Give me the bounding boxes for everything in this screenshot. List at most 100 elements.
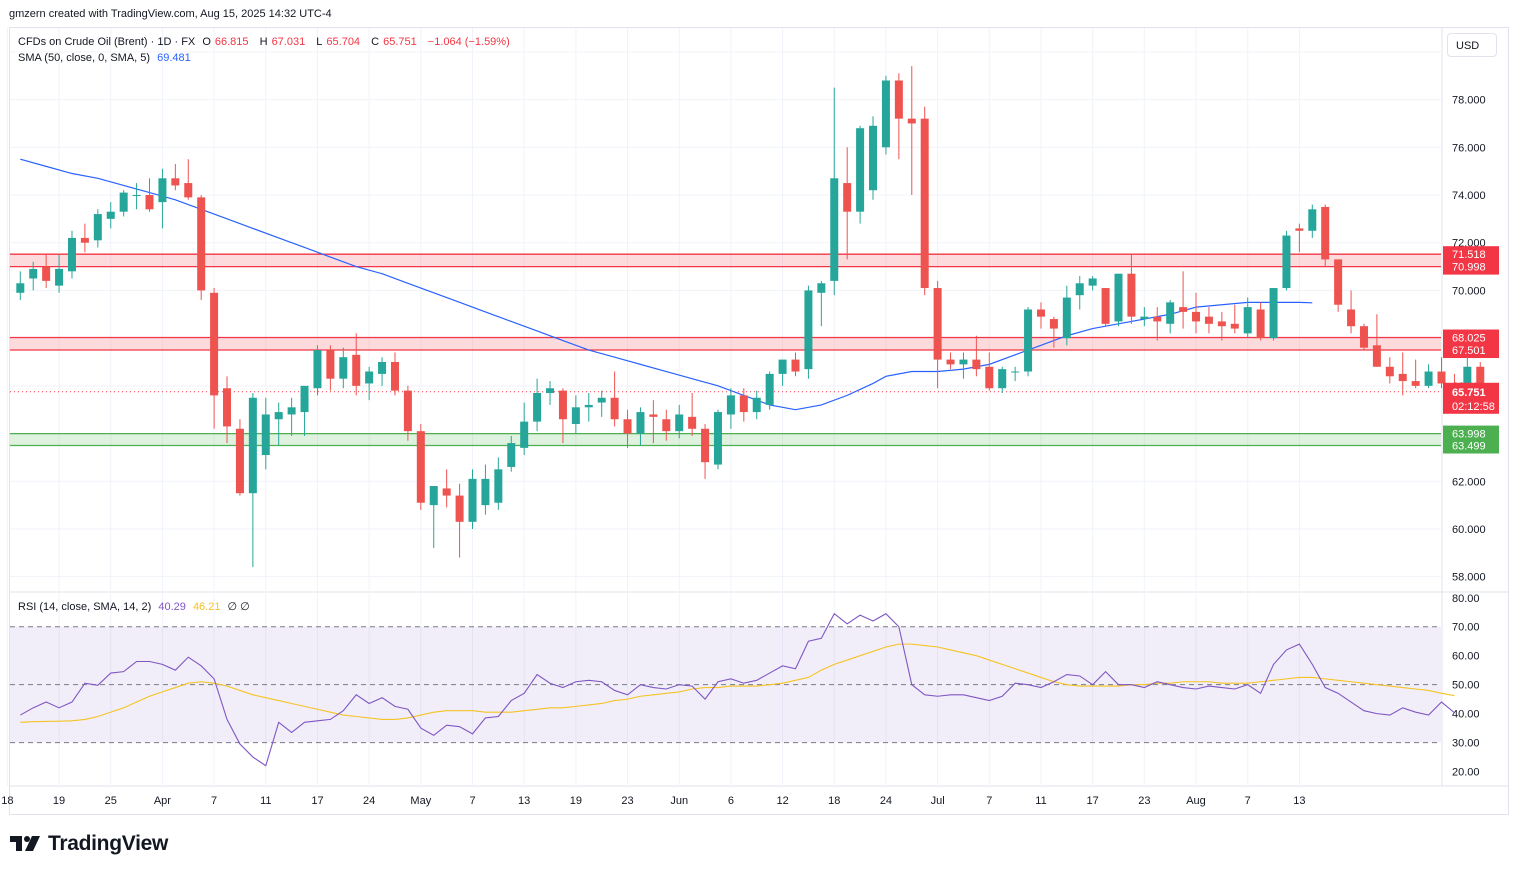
- change-value: −1.064 (−1.59%): [427, 36, 510, 48]
- candle: [235, 419, 244, 496]
- candle-body: [881, 80, 890, 148]
- candle: [67, 230, 76, 279]
- candle-body: [610, 397, 619, 420]
- candle: [610, 371, 619, 427]
- candle-body: [804, 290, 813, 370]
- candle: [662, 409, 671, 441]
- candle: [1347, 290, 1356, 334]
- candle: [1424, 364, 1433, 389]
- candle: [1243, 297, 1252, 339]
- candle-body: [1411, 381, 1420, 386]
- candle-body: [920, 118, 929, 289]
- candle-body: [223, 388, 232, 427]
- candle: [1385, 357, 1394, 384]
- rsi-label: RSI (14, close, SMA, 14, 2): [18, 601, 152, 613]
- candle-body: [1036, 309, 1045, 317]
- candle-body: [145, 194, 154, 210]
- candle: [403, 385, 412, 441]
- candle-body: [778, 359, 787, 374]
- sma-legend: SMA (50, close, 0, SMA, 5) 69.481: [18, 52, 195, 64]
- candle-body: [235, 428, 244, 494]
- zone-price-label: 71.518: [1452, 249, 1486, 261]
- price-legend: CFDs on Crude Oil (Brent) · 1D · FX O 66.…: [18, 36, 514, 48]
- candle-body: [1101, 288, 1110, 324]
- price-tick-label: 78.000: [1452, 95, 1486, 107]
- candle: [378, 357, 387, 386]
- time-tick-label: 13: [1293, 795, 1305, 807]
- candle: [29, 261, 38, 291]
- tradingview-brand[interactable]: TradingView: [10, 832, 168, 856]
- candle: [352, 333, 361, 396]
- candle-body: [80, 237, 89, 243]
- candle: [1166, 299, 1175, 334]
- time-tick-label: 6: [728, 795, 734, 807]
- time-tick-label: 11: [1035, 795, 1046, 807]
- time-tick-label: Apr: [154, 795, 171, 807]
- tradingview-logo-icon: [10, 836, 40, 851]
- time-tick-label: 17: [311, 795, 323, 807]
- sma-value: 69.481: [157, 52, 191, 64]
- candle-body: [1217, 321, 1226, 327]
- close-label: C: [371, 36, 380, 48]
- candle: [1204, 307, 1213, 334]
- candle: [16, 271, 25, 300]
- candle-body: [688, 416, 697, 429]
- candle-body: [1088, 278, 1097, 286]
- candle: [1024, 307, 1033, 377]
- price-tick-label: 58.000: [1452, 572, 1486, 584]
- zone-resistance-upper: [10, 254, 1441, 267]
- time-tick-label: 19: [570, 795, 582, 807]
- candle-body: [1024, 309, 1033, 372]
- time-tick-label: 7: [469, 795, 475, 807]
- candle: [93, 209, 102, 248]
- candle: [313, 345, 322, 396]
- candle: [752, 390, 761, 420]
- chart-frame: [9, 27, 1509, 815]
- last-price-tag: [1443, 382, 1499, 414]
- candle: [688, 392, 697, 436]
- candle-body: [675, 414, 684, 432]
- candle: [985, 352, 994, 391]
- currency-selector[interactable]: USD: [1447, 33, 1497, 57]
- candle-body: [274, 412, 283, 420]
- rsi-tick-label: 30.00: [1452, 738, 1480, 750]
- candle: [1372, 314, 1381, 367]
- candle: [1321, 204, 1330, 267]
- candle-body: [29, 268, 38, 279]
- candle-body: [856, 128, 865, 212]
- candle: [1101, 288, 1110, 327]
- candle-body: [1295, 228, 1304, 231]
- candle-body: [933, 288, 942, 360]
- rsi-value: 40.29: [158, 601, 186, 613]
- open-label: O: [202, 36, 211, 48]
- candle-body: [1385, 366, 1394, 377]
- candle-body: [365, 371, 374, 384]
- time-tick-label: 18: [1, 795, 13, 807]
- price-tick-label: 76.000: [1452, 142, 1486, 154]
- zone-price-tag: [1443, 258, 1499, 275]
- candle-body: [352, 354, 361, 386]
- candle: [1437, 357, 1446, 389]
- candle: [920, 106, 929, 296]
- time-tick-label: 23: [621, 795, 633, 807]
- candle-body: [1424, 371, 1433, 386]
- candle: [481, 464, 490, 515]
- candle: [507, 435, 516, 472]
- candle: [1359, 323, 1368, 351]
- rsi-tick-label: 50.00: [1452, 680, 1480, 692]
- symbol-label: CFDs on Crude Oil (Brent) · 1D · FX: [18, 36, 196, 48]
- price-tick-label: 62.000: [1452, 476, 1486, 488]
- candle-body: [1127, 273, 1136, 317]
- time-tick-label: 11: [260, 795, 271, 807]
- candle: [1334, 259, 1343, 312]
- candle: [1049, 316, 1058, 348]
- candle-body: [1476, 366, 1485, 391]
- candle: [261, 397, 270, 470]
- candle-body: [1256, 309, 1265, 339]
- candle: [1269, 288, 1278, 341]
- candle: [817, 280, 826, 327]
- candle: [533, 378, 542, 432]
- candle-body: [662, 419, 671, 432]
- candle: [726, 388, 735, 429]
